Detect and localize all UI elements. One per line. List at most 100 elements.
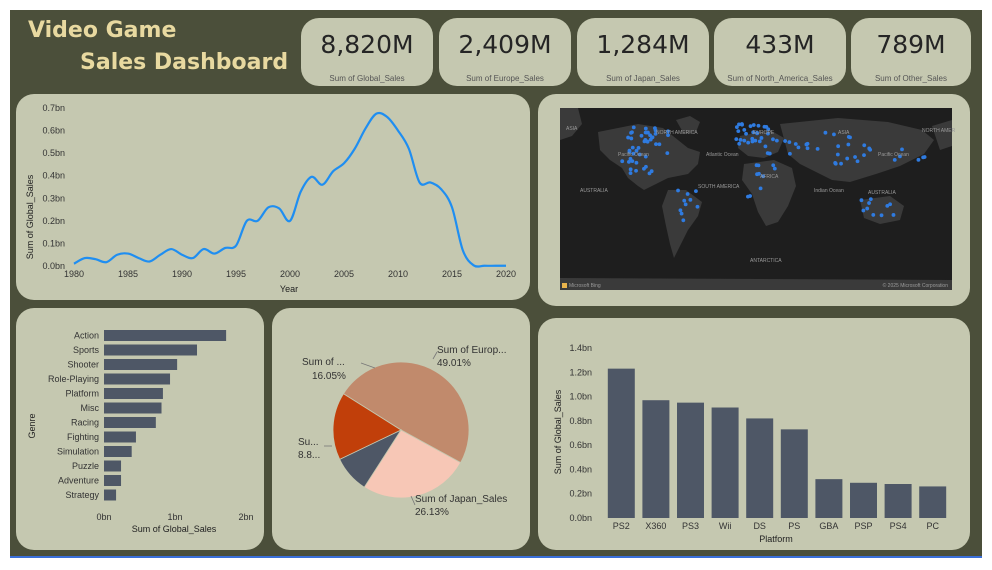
platform-bar[interactable] bbox=[746, 418, 774, 518]
map-point[interactable] bbox=[734, 125, 739, 129]
map-point[interactable] bbox=[627, 150, 632, 154]
genre-bar[interactable] bbox=[104, 402, 162, 414]
map-point[interactable] bbox=[740, 122, 744, 126]
platform-bar[interactable] bbox=[815, 479, 843, 518]
map-point[interactable] bbox=[757, 139, 762, 144]
genre-bar[interactable] bbox=[104, 431, 136, 443]
map-point[interactable] bbox=[629, 136, 634, 141]
map-point[interactable] bbox=[665, 151, 670, 156]
map-point[interactable] bbox=[682, 198, 687, 203]
genre-bar-chart-card[interactable]: Genre Sum of Global_Sales Action Sports Sh… bbox=[16, 308, 264, 550]
map-point[interactable] bbox=[620, 159, 625, 164]
kpi-card-other-sales[interactable]: 789M Sum of Other_Sales bbox=[851, 18, 971, 86]
kpi-card-north-america-sales[interactable]: 433M Sum of North_America_Sales bbox=[714, 18, 846, 86]
pie-slice[interactable] bbox=[332, 393, 402, 460]
map-point[interactable] bbox=[793, 142, 798, 146]
map-point[interactable] bbox=[922, 155, 927, 159]
map-point[interactable] bbox=[861, 208, 866, 213]
map-point[interactable] bbox=[772, 166, 777, 171]
map-point[interactable] bbox=[642, 166, 646, 171]
genre-bar[interactable] bbox=[104, 344, 198, 356]
map-point[interactable] bbox=[630, 159, 635, 164]
map-point[interactable] bbox=[862, 153, 866, 157]
map-point[interactable] bbox=[845, 156, 850, 161]
map-point[interactable] bbox=[916, 157, 921, 162]
map-point[interactable] bbox=[631, 151, 636, 156]
map-point[interactable] bbox=[636, 145, 641, 150]
map-point[interactable] bbox=[737, 141, 742, 146]
map-point[interactable] bbox=[823, 130, 828, 135]
map-point[interactable] bbox=[805, 146, 810, 151]
map-point[interactable] bbox=[898, 154, 902, 159]
platform-bar[interactable] bbox=[884, 484, 912, 518]
map-point[interactable] bbox=[628, 171, 633, 176]
map-point[interactable] bbox=[653, 128, 658, 133]
map-point[interactable] bbox=[767, 151, 772, 156]
map-point[interactable] bbox=[748, 124, 753, 129]
map-point[interactable] bbox=[891, 213, 896, 217]
map-point[interactable] bbox=[751, 123, 756, 127]
map-point[interactable] bbox=[771, 163, 776, 168]
map-point[interactable] bbox=[815, 146, 820, 151]
map-point[interactable] bbox=[862, 143, 867, 148]
map-point[interactable] bbox=[762, 124, 767, 129]
genre-bar[interactable] bbox=[104, 359, 178, 370]
genre-bar[interactable] bbox=[104, 475, 122, 486]
map-point[interactable] bbox=[639, 133, 644, 138]
map-point[interactable] bbox=[626, 135, 630, 140]
pie-slice[interactable] bbox=[342, 361, 470, 464]
map-point[interactable] bbox=[736, 129, 741, 134]
map-point[interactable] bbox=[750, 136, 755, 141]
genre-bar[interactable] bbox=[104, 446, 132, 457]
pie-chart-card[interactable]: Sum of Europ... 49.01% Sum of Japan_Sale… bbox=[272, 308, 530, 550]
map-point[interactable] bbox=[650, 135, 655, 140]
map-point[interactable] bbox=[630, 130, 634, 135]
platform-bar[interactable] bbox=[711, 407, 739, 519]
map-point[interactable] bbox=[753, 138, 758, 143]
map-point[interactable] bbox=[746, 140, 751, 145]
map-point[interactable] bbox=[737, 122, 741, 127]
kpi-card-europe-sales[interactable]: 2,409M Sum of Europe_Sales bbox=[439, 18, 571, 86]
platform-bar[interactable] bbox=[677, 402, 704, 518]
map-point[interactable] bbox=[879, 213, 884, 218]
map-card[interactable]: ASIA NORTH AMERICA EUROPE ASIA NORTH AME… bbox=[538, 94, 970, 306]
map-point[interactable] bbox=[859, 198, 864, 203]
map-point[interactable] bbox=[871, 213, 876, 217]
map-point[interactable] bbox=[666, 133, 670, 137]
map-point[interactable] bbox=[774, 138, 779, 143]
map-point[interactable] bbox=[694, 189, 698, 194]
map-point[interactable] bbox=[744, 131, 748, 136]
map-point[interactable] bbox=[892, 157, 897, 162]
map-point[interactable] bbox=[634, 148, 639, 153]
map-point[interactable] bbox=[766, 131, 770, 136]
map-point[interactable] bbox=[657, 142, 662, 147]
map-point[interactable] bbox=[804, 142, 809, 147]
map-point[interactable] bbox=[763, 144, 768, 149]
map-point[interactable] bbox=[853, 155, 857, 159]
map-point[interactable] bbox=[748, 194, 752, 198]
map-point[interactable] bbox=[742, 138, 747, 143]
genre-bar[interactable] bbox=[104, 489, 117, 501]
genre-bar[interactable] bbox=[104, 330, 227, 341]
kpi-card-global-sales[interactable]: 8,820M Sum of Global_Sales bbox=[301, 18, 433, 86]
map-point[interactable] bbox=[832, 132, 836, 137]
map-point[interactable] bbox=[688, 197, 693, 202]
genre-bar[interactable] bbox=[104, 417, 156, 428]
map-point[interactable] bbox=[885, 203, 890, 208]
map-point[interactable] bbox=[758, 186, 763, 191]
map-point[interactable] bbox=[742, 128, 747, 132]
map-point[interactable] bbox=[865, 206, 870, 211]
map-point[interactable] bbox=[628, 167, 633, 172]
line-chart-card[interactable]: Sum of Global_Sales Year 0.0bn 0.1bn 0.2bn… bbox=[16, 94, 530, 300]
map-point[interactable] bbox=[683, 202, 688, 207]
platform-bar[interactable] bbox=[780, 429, 808, 518]
map-point[interactable] bbox=[836, 144, 841, 149]
map-point[interactable] bbox=[679, 211, 684, 216]
genre-bar[interactable] bbox=[104, 460, 122, 472]
map-point[interactable] bbox=[756, 163, 761, 168]
map-point[interactable] bbox=[755, 172, 759, 177]
map-point[interactable] bbox=[900, 147, 904, 152]
map-point[interactable] bbox=[630, 145, 635, 150]
map-point[interactable] bbox=[771, 137, 775, 142]
map-point[interactable] bbox=[756, 123, 761, 128]
